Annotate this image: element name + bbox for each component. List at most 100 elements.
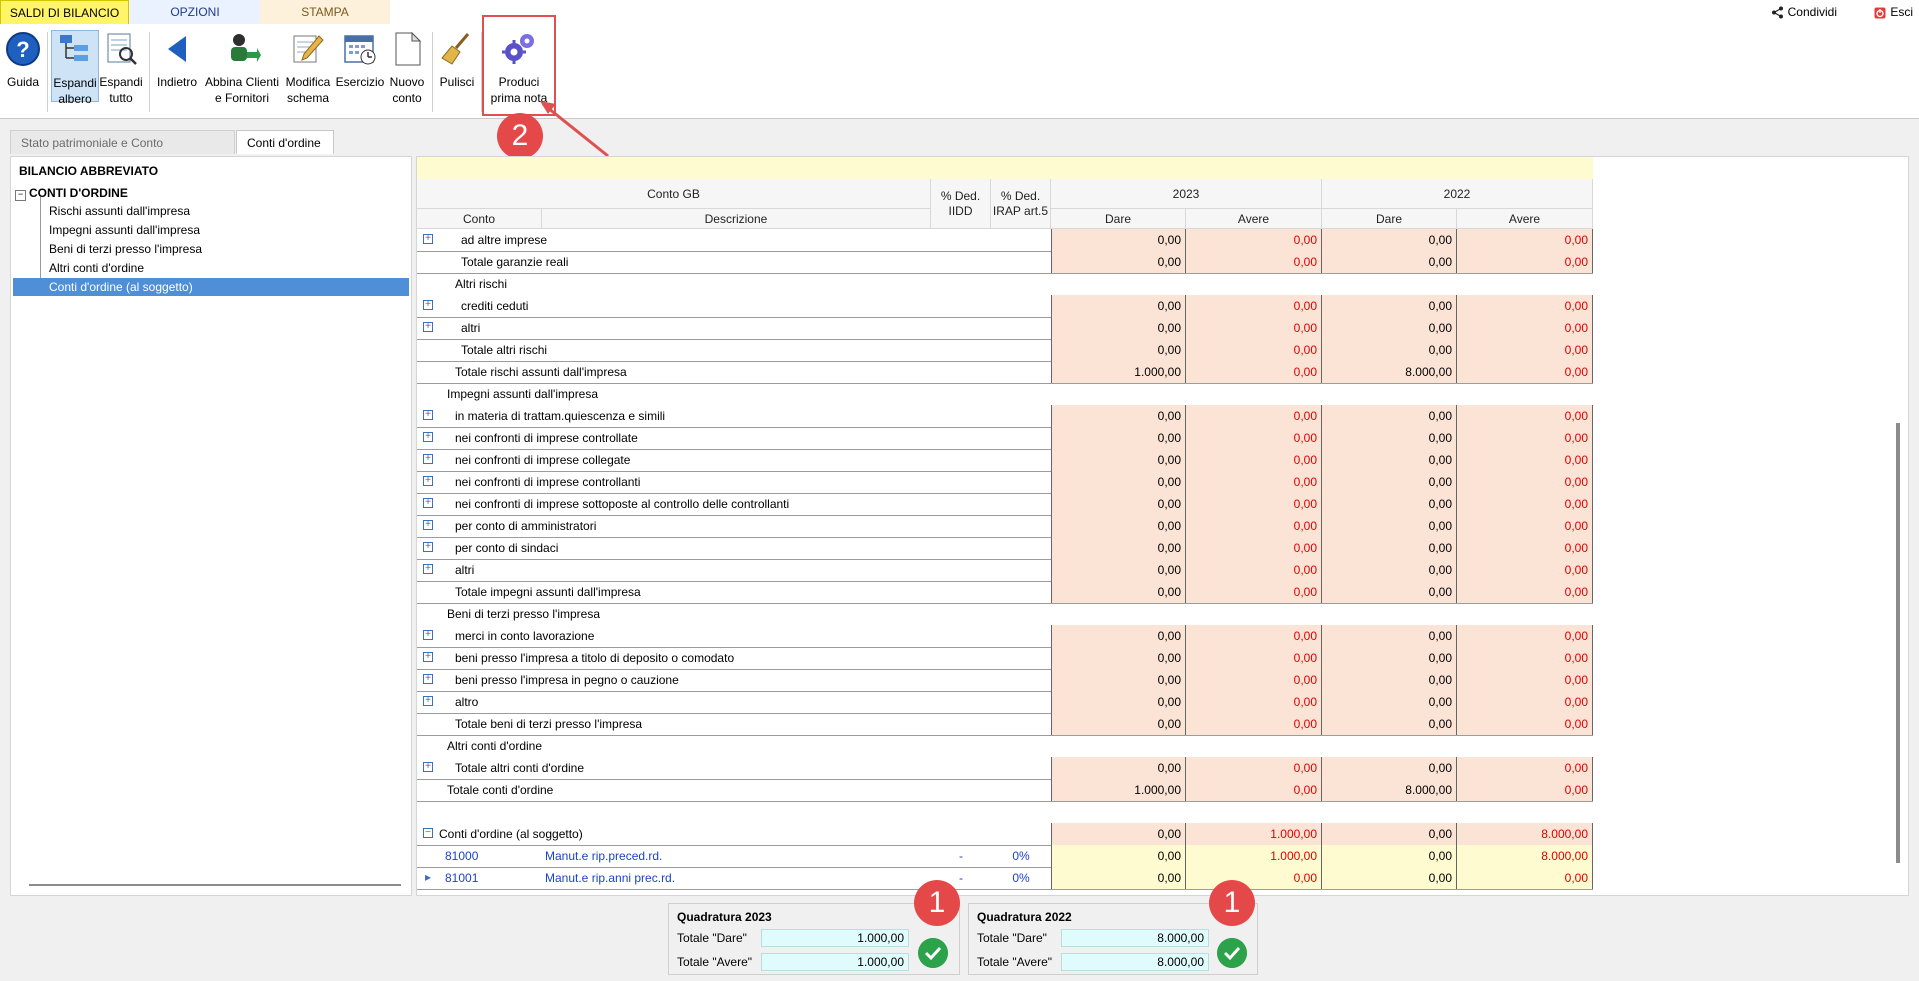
dare-2023-cell[interactable]: 0,00	[1051, 427, 1186, 449]
total-row[interactable]: Totale impegni assunti dall'impresa 0,00 0…	[417, 581, 1593, 604]
dare-2023-cell[interactable]: 0,00	[1051, 581, 1186, 603]
avere-2022-cell[interactable]: 0,00	[1457, 713, 1593, 735]
dare-2022-cell[interactable]: 0,00	[1322, 845, 1457, 867]
dare-2023-cell[interactable]: 0,00	[1051, 537, 1186, 559]
edit-scheme-button[interactable]: Modifica schema	[284, 30, 332, 106]
avere-2023-cell[interactable]: 0,00	[1186, 427, 1322, 449]
quadratura-2022-avere-field[interactable]: 8.000,00	[1061, 953, 1209, 971]
avere-2022-cell[interactable]: 0,00	[1457, 779, 1593, 801]
tab-saldi-di-bilancio[interactable]: SALDI DI BILANCIO	[0, 0, 129, 24]
dare-2022-cell[interactable]: 8.000,00	[1322, 361, 1457, 383]
tab-conti-ordine[interactable]: Conti d'ordine	[236, 130, 334, 154]
avere-2022-cell[interactable]: 0,00	[1457, 405, 1593, 427]
expand-row-icon[interactable]: +	[423, 652, 433, 662]
dare-2023-cell[interactable]: 0,00	[1051, 669, 1186, 691]
table-row[interactable]: + altri 0,00 0,00 0,00 0,00	[417, 559, 1593, 582]
tree-hscroll[interactable]	[29, 884, 401, 886]
table-row[interactable]: + beni presso l'impresa a titolo di depos…	[417, 647, 1593, 670]
dare-2022-cell[interactable]: 0,00	[1322, 471, 1457, 493]
table-row[interactable]: + Totale altri conti d'ordine 0,00 0,00 0,00…	[417, 757, 1593, 780]
avere-2023-cell[interactable]: 1.000,00	[1186, 823, 1322, 845]
tree-root[interactable]: BILANCIO ABBREVIATO	[19, 164, 159, 178]
dare-2023-cell[interactable]: 0,00	[1051, 845, 1186, 867]
table-row[interactable]: + per conto di sindaci 0,00 0,00 0,00 0,00	[417, 537, 1593, 560]
avere-2022-cell[interactable]: 0,00	[1457, 757, 1593, 779]
back-button[interactable]: Indietro	[154, 30, 200, 90]
avere-2022-cell[interactable]: 0,00	[1457, 867, 1593, 889]
avere-2023-cell[interactable]: 0,00	[1186, 625, 1322, 647]
account-code[interactable]: 81001	[445, 871, 479, 885]
avere-2022-cell[interactable]: 0,00	[1457, 625, 1593, 647]
dare-2022-cell[interactable]: 0,00	[1322, 537, 1457, 559]
avere-2023-cell[interactable]: 0,00	[1186, 471, 1322, 493]
dare-2023-cell[interactable]: 1.000,00	[1051, 361, 1186, 383]
dare-2023-cell[interactable]: 0,00	[1051, 317, 1186, 339]
avere-2022-cell[interactable]: 0,00	[1457, 251, 1593, 273]
expand-all-button[interactable]: Espandi tutto	[99, 30, 143, 106]
avere-2023-cell[interactable]: 0,00	[1186, 449, 1322, 471]
avere-2022-cell[interactable]: 0,00	[1457, 317, 1593, 339]
account-description[interactable]: Manut.e rip.preced.rd.	[545, 849, 663, 863]
expand-row-icon[interactable]: +	[423, 300, 433, 310]
dare-2022-cell[interactable]: 0,00	[1322, 625, 1457, 647]
grid-vscroll-thumb[interactable]	[1896, 423, 1900, 863]
avere-2023-cell[interactable]: 0,00	[1186, 669, 1322, 691]
dare-2023-cell[interactable]: 0,00	[1051, 229, 1186, 251]
dare-2022-cell[interactable]: 0,00	[1322, 757, 1457, 779]
dare-2022-cell[interactable]: 0,00	[1322, 559, 1457, 581]
table-row[interactable]: + in materia di trattam.quiescenza e simi…	[417, 405, 1593, 428]
expand-row-icon[interactable]: +	[423, 696, 433, 706]
ded-irap-value[interactable]: 0%	[1012, 849, 1030, 863]
dare-2022-cell[interactable]: 0,00	[1322, 251, 1457, 273]
avere-2023-cell[interactable]: 0,00	[1186, 317, 1322, 339]
avere-2022-cell[interactable]: 0,00	[1457, 361, 1593, 383]
table-row[interactable]: + merci in conto lavorazione 0,00 0,00 0,00 0…	[417, 625, 1593, 648]
avere-2022-cell[interactable]: 0,00	[1457, 493, 1593, 515]
dare-2023-cell[interactable]: 1.000,00	[1051, 779, 1186, 801]
table-row[interactable]: + nei confronti di imprese collegate 0,00 0…	[417, 449, 1593, 472]
header-ded-iidd[interactable]: % Ded. IIDD	[931, 179, 991, 229]
avere-2023-cell[interactable]: 1.000,00	[1186, 845, 1322, 867]
avere-2023-cell[interactable]: 0,00	[1186, 647, 1322, 669]
avere-2022-cell[interactable]: 0,00	[1457, 537, 1593, 559]
ded-irap-value[interactable]: 0%	[1012, 871, 1030, 885]
header-conto[interactable]: Conto	[417, 209, 542, 229]
dare-2022-cell[interactable]: 0,00	[1322, 669, 1457, 691]
avere-2022-cell[interactable]: 0,00	[1457, 647, 1593, 669]
dare-2023-cell[interactable]: 0,00	[1051, 339, 1186, 361]
dare-2022-cell[interactable]: 0,00	[1322, 493, 1457, 515]
dare-2022-cell[interactable]: 0,00	[1322, 581, 1457, 603]
header-avere-2022[interactable]: Avere	[1457, 209, 1593, 229]
header-descrizione[interactable]: Descrizione	[542, 209, 931, 229]
expand-row-icon[interactable]: +	[423, 630, 433, 640]
header-avere-2023[interactable]: Avere	[1186, 209, 1322, 229]
dare-2022-cell[interactable]: 8.000,00	[1322, 779, 1457, 801]
quadratura-2023-avere-field[interactable]: 1.000,00	[761, 953, 909, 971]
tab-stampa[interactable]: STAMPA	[260, 0, 390, 24]
expand-row-icon[interactable]: +	[423, 542, 433, 552]
expand-row-icon[interactable]: +	[423, 498, 433, 508]
dare-2022-cell[interactable]: 0,00	[1322, 713, 1457, 735]
table-row[interactable]: + nei confronti di imprese controllanti 0,…	[417, 471, 1593, 494]
total-row[interactable]: Totale conti d'ordine 1.000,00 0,00 8.000,0…	[417, 779, 1593, 802]
dare-2023-cell[interactable]: 0,00	[1051, 691, 1186, 713]
avere-2022-cell[interactable]: 0,00	[1457, 691, 1593, 713]
header-dare-2022[interactable]: Dare	[1322, 209, 1457, 229]
avere-2023-cell[interactable]: 0,00	[1186, 581, 1322, 603]
total-row[interactable]: Totale altri rischi 0,00 0,00 0,00 0,00	[417, 339, 1593, 362]
avere-2023-cell[interactable]: 0,00	[1186, 757, 1322, 779]
section-row[interactable]: Beni di terzi presso l'impresa	[417, 603, 1593, 625]
expand-row-icon[interactable]: +	[423, 674, 433, 684]
dare-2022-cell[interactable]: 0,00	[1322, 295, 1457, 317]
dare-2023-cell[interactable]: 0,00	[1051, 295, 1186, 317]
dare-2023-cell[interactable]: 0,00	[1051, 867, 1186, 889]
clear-button[interactable]: Pulisci	[436, 30, 478, 90]
dare-2022-cell[interactable]: 0,00	[1322, 317, 1457, 339]
table-row[interactable]: + beni presso l'impresa in pegno o cauzio…	[417, 669, 1593, 692]
section-row[interactable]: Impegni assunti dall'impresa	[417, 383, 1593, 405]
total-row[interactable]: Totale garanzie reali 0,00 0,00 0,00 0,00	[417, 251, 1593, 274]
dare-2022-cell[interactable]: 0,00	[1322, 449, 1457, 471]
dare-2023-cell[interactable]: 0,00	[1051, 493, 1186, 515]
dare-2023-cell[interactable]: 0,00	[1051, 757, 1186, 779]
table-row[interactable]: + nei confronti di imprese controllate 0,0…	[417, 427, 1593, 450]
